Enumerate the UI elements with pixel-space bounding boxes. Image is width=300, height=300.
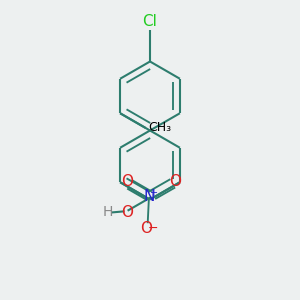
- Text: O: O: [121, 205, 133, 220]
- Text: +: +: [149, 188, 157, 198]
- Text: H: H: [102, 205, 112, 219]
- Text: O: O: [169, 174, 181, 189]
- Text: CH₃: CH₃: [148, 122, 171, 134]
- Text: N: N: [143, 189, 155, 204]
- Text: −: −: [148, 222, 158, 235]
- Text: O: O: [121, 174, 133, 189]
- Text: O: O: [140, 220, 152, 236]
- Text: Cl: Cl: [142, 14, 158, 29]
